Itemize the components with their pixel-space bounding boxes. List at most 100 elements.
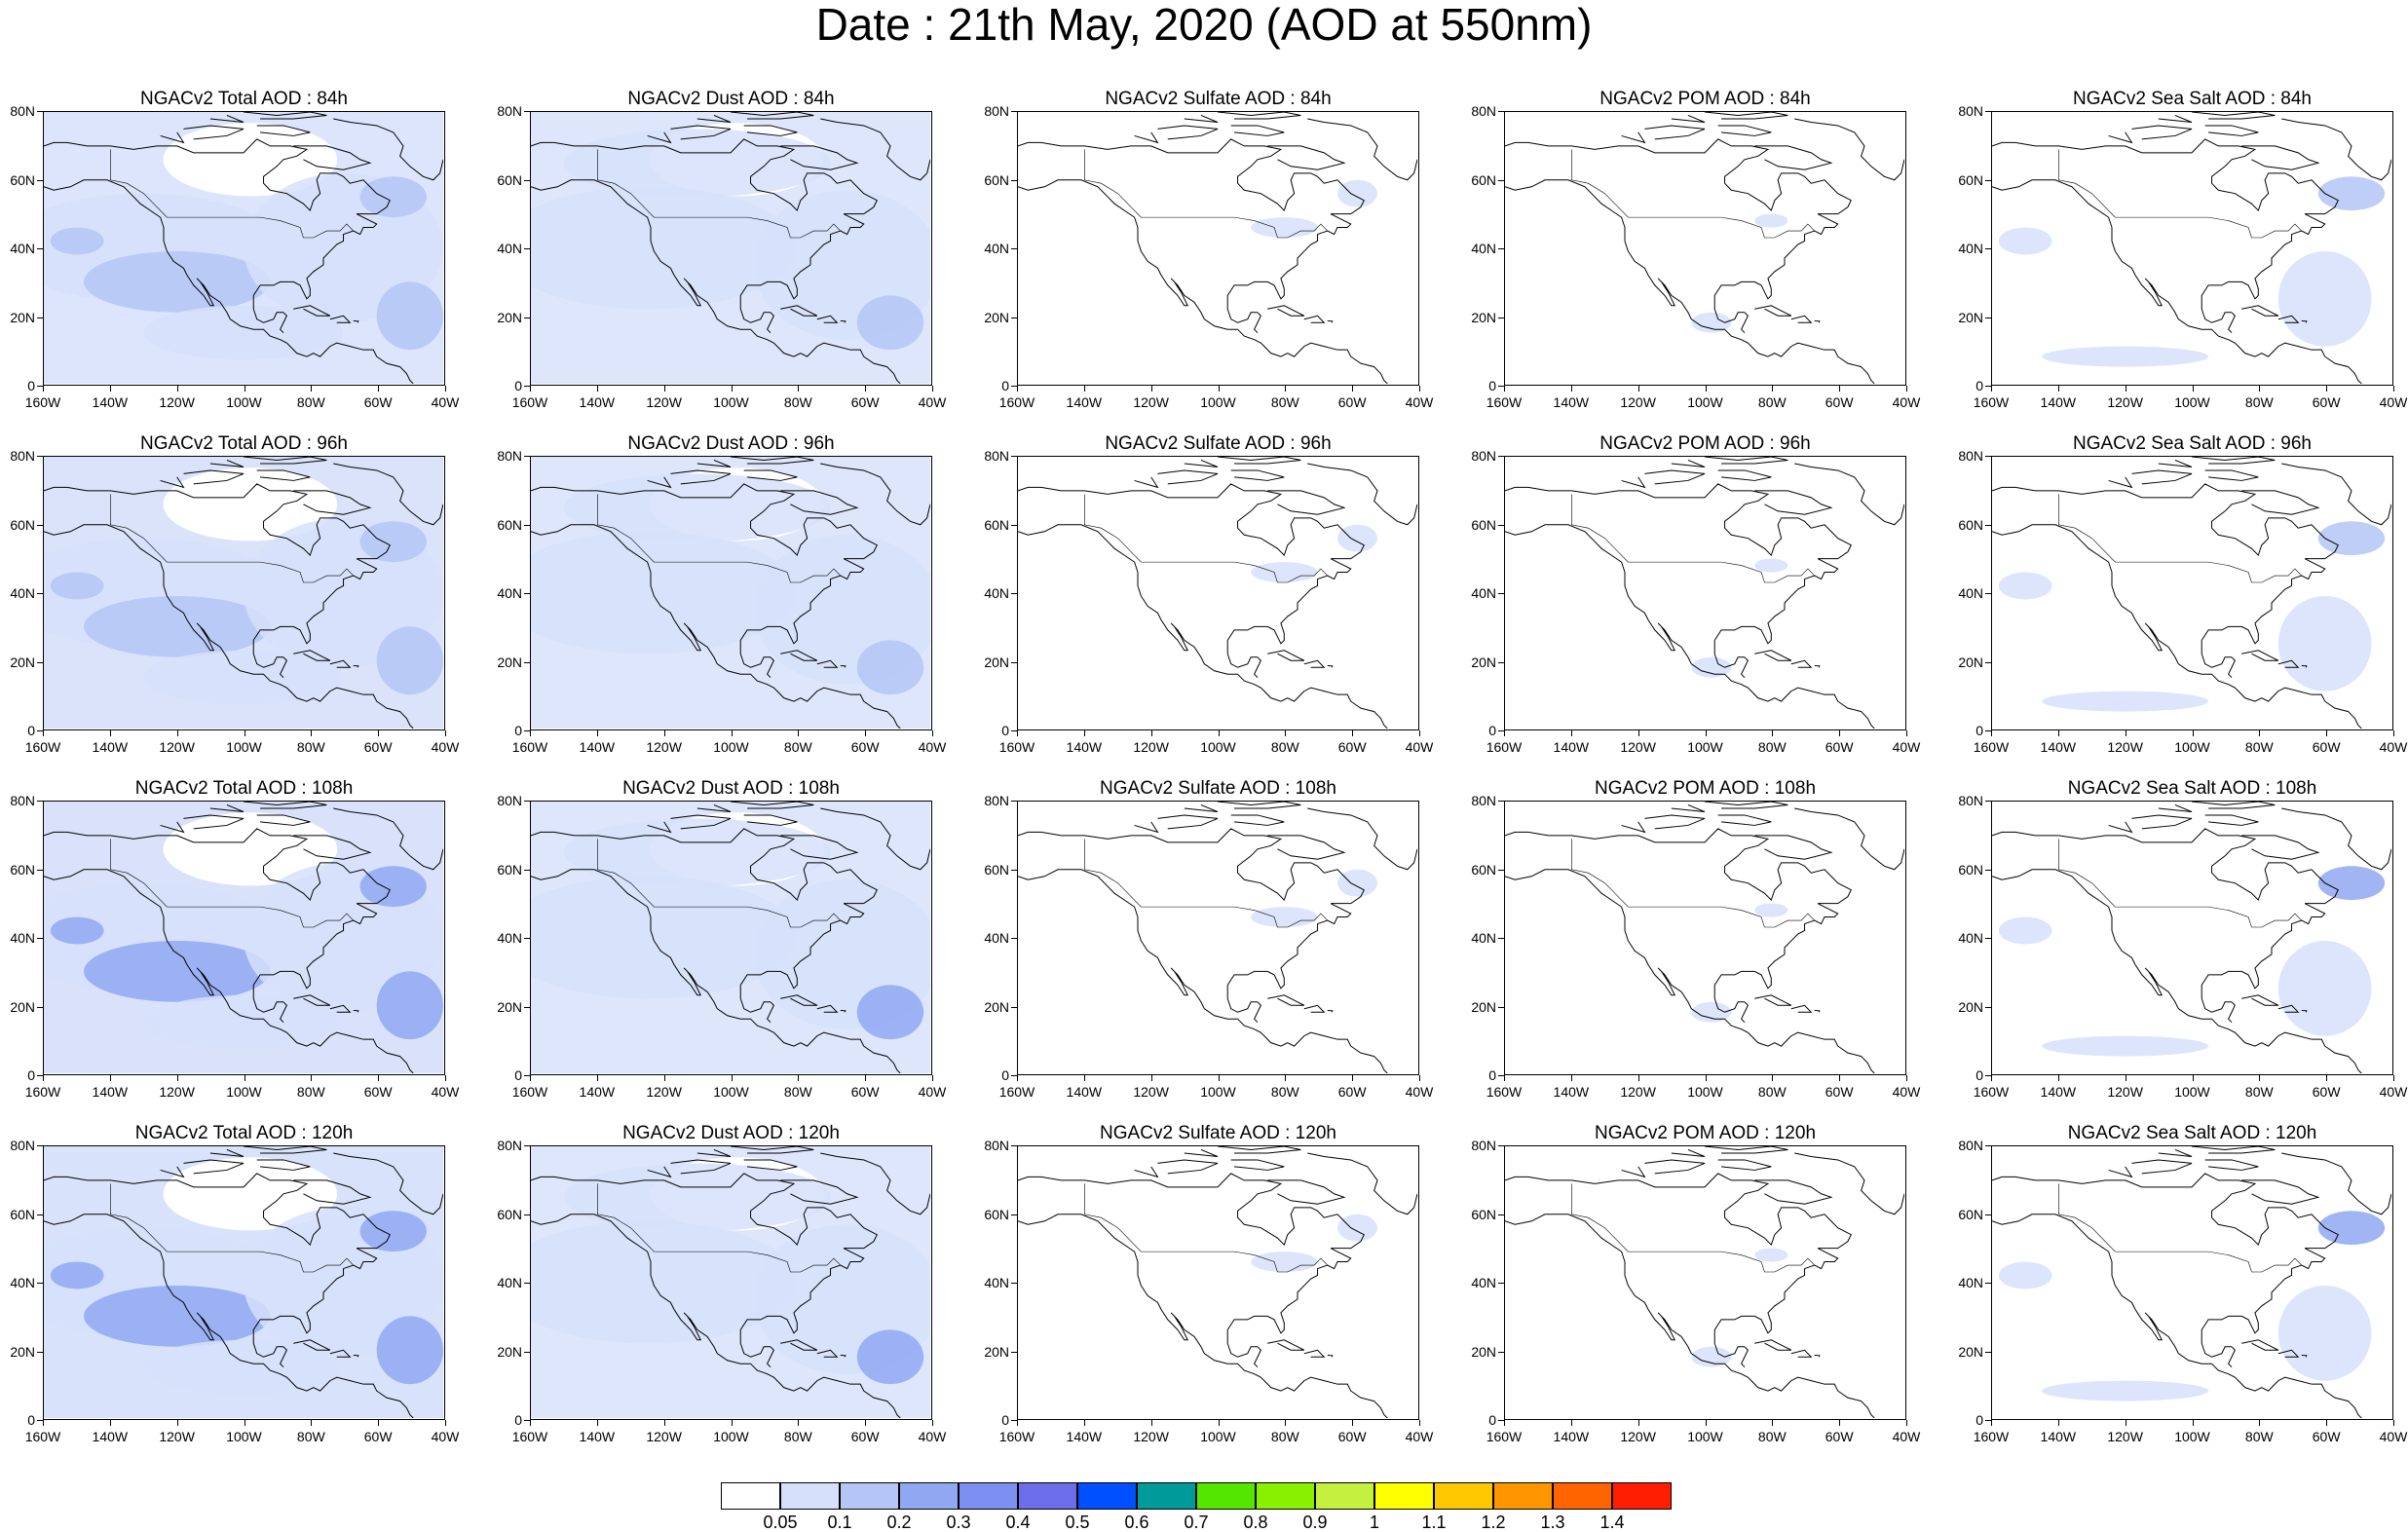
national-border	[597, 149, 841, 239]
latitude-label: 40N	[984, 1275, 1009, 1290]
latitude-label: 60N	[1471, 171, 1496, 188]
colorbar-label: 1.1	[1421, 1513, 1447, 1532]
map-panel-sulfate-120h: NGACv2 Sulfate AOD : 120h 80N 60N 40N 20N 0 16…	[974, 1124, 1461, 1465]
latitude-label: 0	[1975, 1067, 1983, 1083]
latitude-tick	[1498, 456, 1504, 457]
latitude-label: 40N	[10, 1275, 35, 1290]
longitude-tick	[731, 1420, 733, 1426]
longitude-tick	[1504, 730, 1505, 736]
longitude-tick	[530, 1075, 531, 1081]
longitude-tick	[2192, 386, 2194, 392]
longitude-label: 160W	[511, 394, 548, 410]
longitude-label: 120W	[1133, 394, 1169, 410]
coastline	[820, 463, 930, 526]
longitude-tick	[2393, 386, 2394, 392]
latitude-tick	[1011, 248, 1017, 249]
longitude-label: 100W	[226, 1429, 262, 1444]
aod-map	[530, 111, 932, 386]
map-canvas	[1018, 1146, 1417, 1418]
coastline	[1992, 869, 2362, 1073]
aod-plume	[1754, 1248, 1788, 1262]
longitude-label: 100W	[2174, 1084, 2210, 1100]
coastline	[1992, 524, 2362, 729]
colorbar-swatch	[1256, 1482, 1315, 1510]
coastline	[1671, 460, 1706, 467]
coastline	[2228, 1001, 2236, 1024]
longitude-tick	[865, 386, 867, 392]
coastline	[243, 1146, 327, 1154]
longitude-label: 100W	[713, 1084, 749, 1100]
longitude-tick	[1083, 1420, 1085, 1426]
latitude-tick	[37, 179, 43, 181]
map-panel-pom-84h: NGACv2 POM AOD : 84h 80N 60N 40N 20N 0 160W 140…	[1461, 90, 1948, 430]
aod-plume	[143, 994, 344, 1050]
latitude-tick	[1498, 801, 1504, 802]
longitude-label: 120W	[2107, 1084, 2143, 1100]
coastline	[1267, 1339, 1305, 1351]
panel-title: NGACv2 Total AOD : 96h	[140, 433, 348, 454]
aod-map	[530, 456, 932, 730]
longitude-tick	[1991, 1075, 1992, 1081]
longitude-tick	[378, 1075, 380, 1081]
aod-plume	[50, 916, 104, 945]
longitude-tick	[176, 730, 178, 736]
latitude-label: 40N	[984, 241, 1009, 256]
latitude-label: 60N	[1958, 1206, 1983, 1222]
latitude-tick	[1498, 661, 1504, 663]
coastline	[2204, 814, 2259, 826]
latitude-tick	[524, 869, 530, 871]
colorbar-swatch	[1137, 1482, 1196, 1510]
latitude-tick	[524, 938, 530, 939]
latitude-tick	[37, 1075, 43, 1076]
coastline	[2108, 1166, 2133, 1178]
colorbar-swatch	[1493, 1482, 1553, 1510]
colorbar-swatch	[1315, 1482, 1374, 1510]
latitude-tick	[37, 1006, 43, 1008]
latitude-label: 60N	[1958, 516, 1983, 533]
national-border	[2058, 494, 2302, 583]
longitude-tick	[932, 1075, 933, 1081]
map-canvas	[1018, 112, 1417, 384]
longitude-tick	[1352, 386, 1354, 392]
longitude-label: 120W	[159, 739, 195, 755]
coastline	[1327, 1009, 1334, 1013]
longitude-tick	[1419, 386, 1420, 392]
latitude-label: 40N	[497, 930, 522, 946]
map-panel-dust-96h: NGACv2 Dust AOD : 96h 80N 60N 40N 20N 0 160W 14…	[487, 434, 974, 775]
coastline	[209, 460, 245, 467]
latitude-label: 40N	[1958, 1275, 1983, 1290]
latitude-tick	[1011, 869, 1017, 871]
coastline	[2277, 315, 2300, 323]
latitude-tick	[1498, 869, 1504, 871]
coastline	[647, 131, 672, 144]
coastline	[280, 1346, 287, 1368]
coastline	[840, 1009, 847, 1013]
latitude-tick	[1985, 524, 1991, 526]
coastline	[209, 115, 245, 123]
longitude-tick	[1504, 1075, 1505, 1081]
longitude-label: 100W	[1687, 1084, 1723, 1100]
longitude-label: 80W	[296, 394, 325, 410]
coastline	[1134, 821, 1159, 834]
latitude-tick	[37, 248, 43, 249]
latitude-tick	[1498, 524, 1504, 526]
coastline	[280, 312, 287, 334]
latitude-tick	[37, 111, 43, 112]
longitude-tick	[1991, 730, 1992, 736]
aod-plume	[1998, 1261, 2052, 1289]
aod-plume	[1337, 1214, 1377, 1242]
latitude-label: 40N	[1958, 585, 1983, 601]
longitude-tick	[1150, 730, 1152, 736]
aod-plume	[376, 281, 443, 351]
longitude-tick	[596, 1420, 598, 1426]
map-panel-dust-108h: NGACv2 Dust AOD : 108h 80N 60N 40N 20N 0 160W 1…	[487, 779, 974, 1120]
coastline	[2228, 656, 2236, 679]
map-canvas	[531, 802, 930, 1073]
coastline	[1303, 1004, 1326, 1013]
longitude-tick	[1083, 386, 1085, 392]
longitude-tick	[1637, 1075, 1639, 1081]
latitude-label: 20N	[497, 998, 522, 1015]
latitude-label: 0	[27, 1067, 35, 1083]
longitude-tick	[1285, 1420, 1287, 1426]
longitude-tick	[865, 1420, 867, 1426]
